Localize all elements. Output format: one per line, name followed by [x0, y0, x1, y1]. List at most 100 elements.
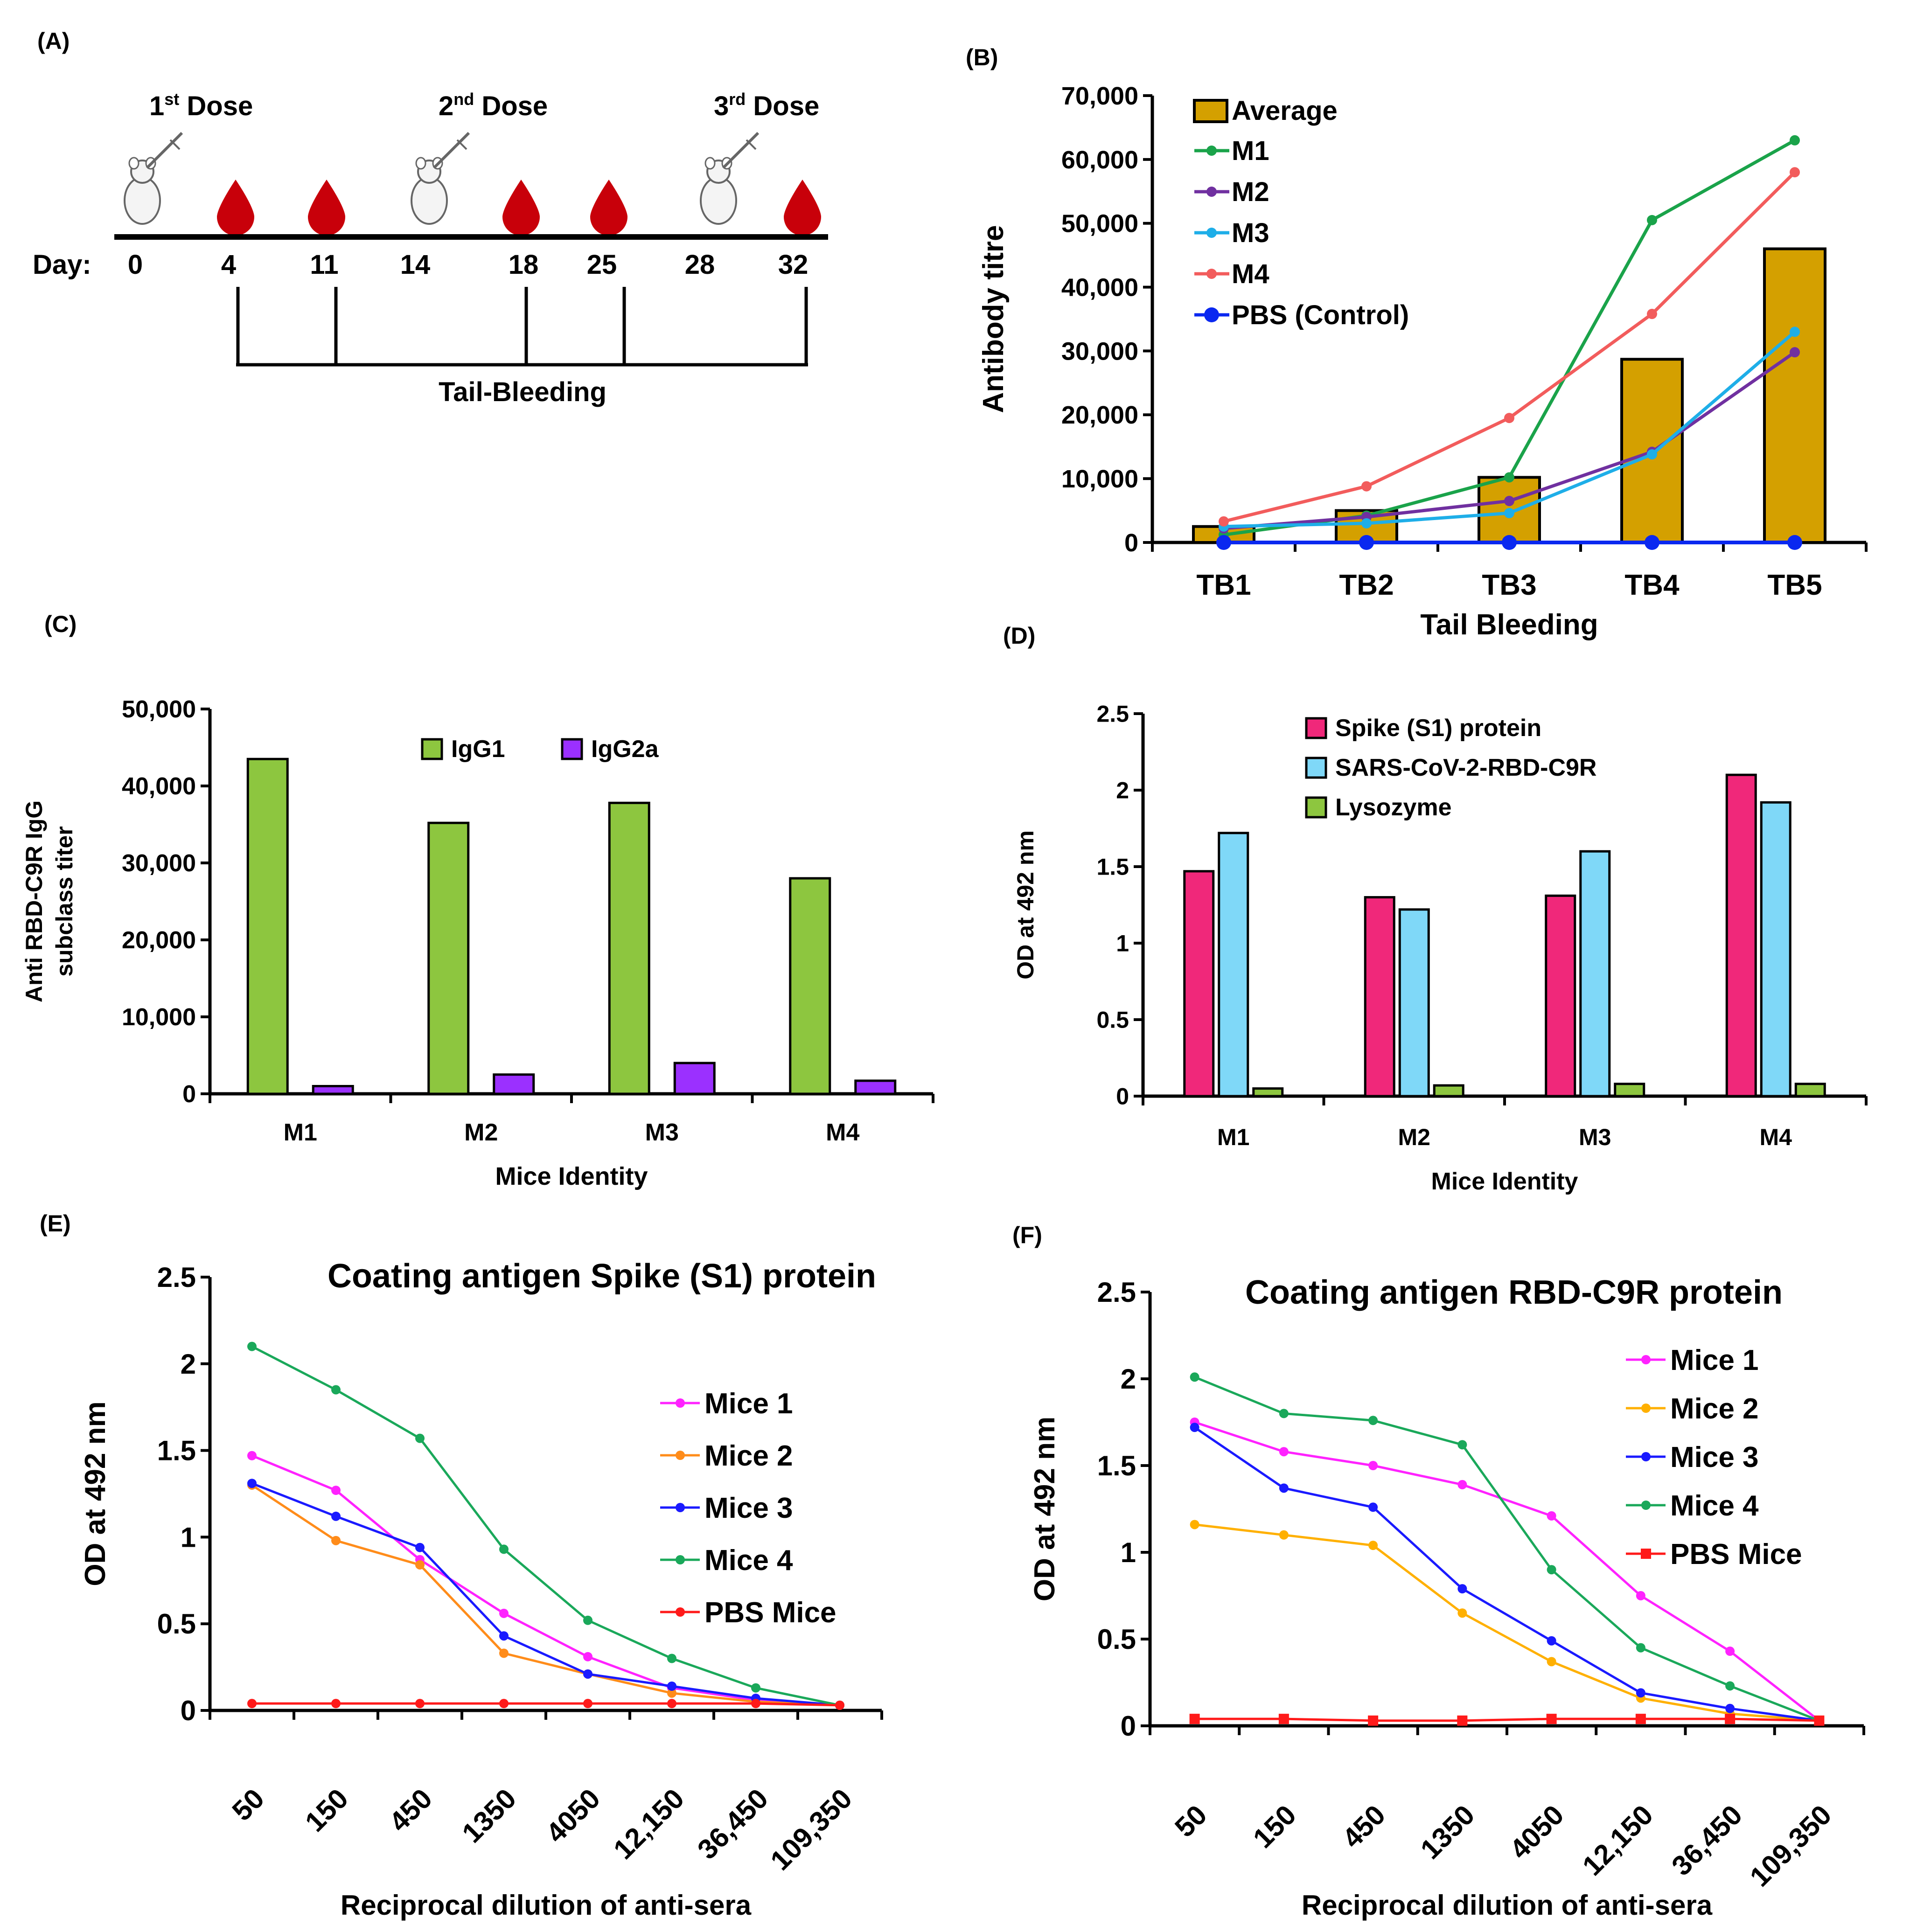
point-mice-3-150 [1279, 1483, 1289, 1493]
point-pbs-control-tb2 [1359, 535, 1374, 550]
blood-drop-icon [217, 180, 254, 236]
point-pbs-mice-450 [415, 1699, 425, 1709]
point-mice-4-1350 [499, 1544, 509, 1554]
y-tick-label: 2.5 [1096, 701, 1129, 727]
panel-a-schedule: 1st Dose 2nd Dose 3rd Dose [33, 90, 828, 407]
y-tick-label: 0 [182, 1081, 196, 1108]
bar-igg1-m1 [246, 758, 289, 1095]
y-tick-label: 1.5 [1096, 854, 1129, 880]
point-mice-3-4050 [583, 1669, 593, 1679]
y-tick-label: 70,000 [1061, 82, 1138, 110]
chart-d-od-specificity: 0 0.5 1 1.5 2 2.5 M1 M2 M3 M4 Mice Identity OD at 4… [1012, 701, 1868, 1195]
x-tick-label: 1350 [1415, 1799, 1481, 1865]
day-tick: 28 [685, 250, 715, 280]
mouse-injection-icon [700, 132, 760, 225]
y-axis-label: OD at 492 nm [79, 1401, 112, 1586]
chart-c-igg-subclass: 0 10,000 20,000 30,000 40,000 50,000 M1 M2 M3 M4 M… [21, 696, 934, 1190]
y-axis-label: subclass titer [51, 826, 77, 976]
bar-lysozyme-m4 [1794, 1083, 1826, 1098]
bar-sars-cov-2-rbd-c9r-m2 [1398, 908, 1430, 1098]
y-tick-label: 0.5 [157, 1608, 196, 1640]
bar-average-tb5 [1763, 247, 1826, 544]
panel-label-b: (B) [966, 44, 998, 70]
y-tick-label: 0 [1124, 529, 1138, 557]
x-tick-label: 150 [1247, 1799, 1302, 1854]
x-tick-label: 4050 [1504, 1799, 1570, 1865]
x-tick-label: 50 [226, 1783, 271, 1827]
point-pbs-mice-1350 [499, 1699, 509, 1709]
x-tick-label: 109,350 [764, 1783, 858, 1876]
y-tick-label: 50,000 [1061, 210, 1138, 238]
point-mice-4-12-150 [667, 1654, 676, 1663]
x-tick-label: M1 [284, 1119, 317, 1146]
day-tick: 4 [221, 250, 236, 280]
point-mice-1-36-450 [1725, 1647, 1735, 1656]
point-mice-2-150 [1279, 1530, 1289, 1540]
point-mice-1-12-150 [1636, 1591, 1645, 1600]
legend-label-mice-1: Mice 1 [1670, 1344, 1759, 1376]
point-mice-1-4050 [1547, 1511, 1556, 1521]
point-m4-tb1 [1219, 516, 1229, 527]
y-tick-label: 10,000 [1061, 465, 1138, 493]
x-axis-label: Mice Identity [1431, 1168, 1578, 1195]
series-line-pbs-mice [252, 1702, 840, 1707]
y-tick-label: 60,000 [1061, 146, 1138, 174]
dose-2-label: 2nd Dose [439, 90, 548, 121]
legend-swatch-sars-cov-2-rbd-c9r [1305, 757, 1327, 779]
legend-label-m2: M2 [1232, 177, 1269, 207]
point-pbs-mice-150 [331, 1699, 341, 1709]
day-tick: 0 [128, 250, 143, 280]
legend-label-pbs-mice: PBS Mice [704, 1597, 836, 1629]
point-mice-2-4050 [1547, 1657, 1556, 1667]
legend-marker-m4 [1206, 269, 1217, 279]
y-tick-label: 0.5 [1096, 1007, 1129, 1033]
point-pbs-mice-50 [1189, 1714, 1200, 1724]
legend-label-mice-2: Mice 2 [1670, 1393, 1759, 1425]
dose-1-label: 1st Dose [149, 90, 253, 121]
legend-marker-m2 [1206, 187, 1217, 197]
tail-bleeding-label: Tail-Bleeding [439, 377, 606, 407]
point-mice-2-50 [1190, 1520, 1199, 1529]
point-m3-tb5 [1790, 327, 1800, 337]
point-mice-3-36-450 [1725, 1703, 1735, 1713]
point-mice-3-150 [331, 1511, 341, 1521]
x-tick-label: 4050 [540, 1783, 606, 1849]
x-tick-label: TB1 [1196, 569, 1251, 601]
x-tick-label: TB2 [1339, 569, 1394, 601]
day-tick: 11 [310, 250, 338, 280]
point-mice-2-1350 [499, 1648, 509, 1658]
chart-title: Coating antigen Spike (S1) protein [328, 1258, 876, 1295]
point-pbs-mice-1350 [1457, 1715, 1468, 1726]
point-mice-3-12-150 [667, 1681, 676, 1691]
day-tick: 18 [509, 250, 539, 280]
point-pbs-mice-4050 [1546, 1714, 1557, 1724]
bar-spike-s1-protein-m1 [1183, 870, 1215, 1098]
legend-swatch-lysozyme [1305, 796, 1327, 819]
legend-marker-pbs-control [1204, 307, 1219, 322]
x-axis-label: Mice Identity [495, 1162, 648, 1190]
legend-label-average: Average [1232, 96, 1338, 126]
panel-label-d: (D) [1003, 623, 1035, 649]
legend-label-lysozyme: Lysozyme [1335, 794, 1452, 821]
legend-swatch-igg1 [421, 738, 443, 760]
bar-sars-cov-2-rbd-c9r-m4 [1760, 801, 1791, 1098]
series-line-mice-3 [1194, 1426, 1819, 1722]
point-pbs-mice-50 [247, 1699, 257, 1709]
x-tick-label: M2 [1398, 1124, 1430, 1150]
point-mice-1-1350 [1457, 1480, 1467, 1489]
legend-label-igg2a: IgG2a [591, 736, 659, 763]
point-m4-tb5 [1790, 167, 1800, 178]
point-mice-3-4050 [1547, 1636, 1556, 1646]
y-axis-label: Antibody titre [977, 225, 1010, 413]
x-tick-label: 12,150 [607, 1783, 690, 1865]
legend-label-pbs-mice: PBS Mice [1670, 1538, 1802, 1571]
y-axis-label: OD at 492 nm [1012, 830, 1039, 980]
legend-label-mice-4: Mice 4 [1670, 1490, 1759, 1522]
legend-label-m3: M3 [1232, 218, 1269, 248]
point-m4-tb2 [1361, 481, 1372, 492]
series-line-mice-4 [1194, 1376, 1820, 1722]
point-m4-tb4 [1647, 309, 1657, 320]
point-mice-3-450 [1368, 1502, 1378, 1512]
y-tick-label: 0 [181, 1695, 196, 1726]
legend-label-mice-3: Mice 3 [1670, 1441, 1759, 1473]
